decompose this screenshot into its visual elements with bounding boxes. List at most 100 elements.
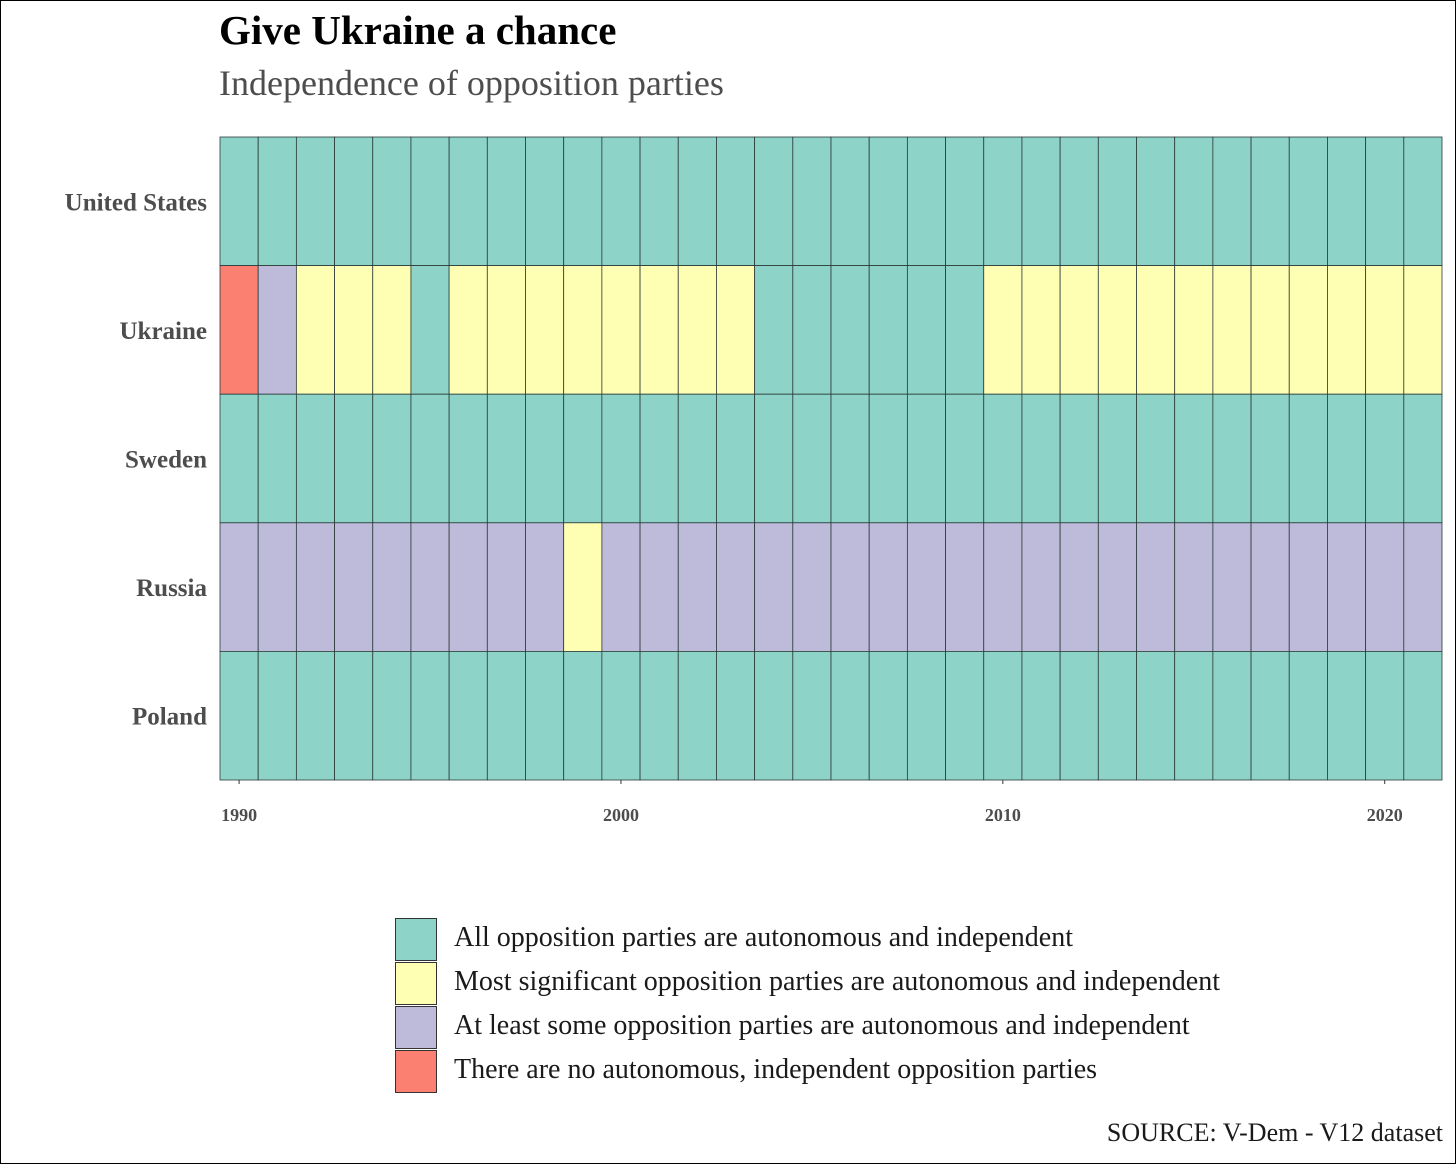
heatmap-cell [1212,265,1252,395]
heatmap-cell [1250,393,1290,524]
heatmap-cell [830,265,870,395]
heatmap-cell [448,393,488,524]
heatmap-cell [639,522,679,652]
heatmap-cell [257,265,297,395]
heatmap-cell [1250,136,1290,267]
heatmap-cell [372,265,412,395]
heatmap-cell [1136,393,1176,524]
heatmap-cell [906,265,946,395]
heatmap-cell [1288,265,1328,395]
heatmap-cell [563,393,603,524]
heatmap-cell [1059,522,1099,652]
heatmap-cell [601,265,641,395]
heatmap-cell [945,136,985,267]
row-label: Russia [136,575,207,602]
heatmap-cell [677,136,717,267]
x-tick-label: 1990 [221,805,257,825]
heatmap-cell [983,651,1023,781]
heatmap-cell [334,393,374,524]
heatmap-cell [639,651,679,781]
heatmap-cell [639,136,679,267]
heatmap-cell [1288,393,1328,524]
heatmap-cell [410,265,450,395]
row-label: Ukraine [120,318,208,345]
heatmap-cell [1174,522,1214,652]
heatmap-cell [334,522,374,652]
heatmap-cell [1403,522,1443,652]
heatmap-cell [1365,393,1405,524]
heatmap-cell [716,522,756,652]
heatmap-cell [1021,522,1061,652]
heatmap-cell [792,136,832,267]
heatmap-cell [525,522,565,652]
heatmap-cell [1288,522,1328,652]
heatmap-cell [1403,651,1443,781]
heatmap-cell [868,265,908,395]
heatmap-cell [1250,522,1290,652]
heatmap-cell [754,651,794,781]
legend-swatch-all [395,918,437,961]
legend-swatch-most [395,962,437,1005]
heatmap-cell [525,393,565,524]
heatmap-cell [1174,136,1214,267]
heatmap-cell [372,136,412,267]
heatmap-cell [1327,651,1367,781]
heatmap-cell [601,393,641,524]
heatmap-cell [1212,651,1252,781]
heatmap-chart: United States Ukraine Sweden Russia Poland 19… [65,136,1443,825]
heatmap-cell [295,522,335,652]
heatmap-cell [563,651,603,781]
heatmap-cell [1212,522,1252,652]
legend-label-none: There are no autonomous, independent opp… [454,1054,1098,1085]
heatmap-cell [219,522,259,652]
heatmap-cell [601,651,641,781]
heatmap-cell [792,522,832,652]
heatmap-cell [983,265,1023,395]
heatmap-cell [601,522,641,652]
heatmap-cell [830,522,870,652]
heatmap-cell [257,393,297,524]
legend-label-most: Most significant opposition parties are … [454,966,1220,997]
heatmap-cell [754,393,794,524]
heatmap-cell [830,651,870,781]
chart-title: Give Ukraine a chance [219,7,617,53]
heatmap-cell [677,393,717,524]
row-label: Poland [132,704,207,731]
heatmap-cell [868,136,908,267]
heatmap-cell [1212,393,1252,524]
heatmap-cell [639,393,679,524]
heatmap-cell [677,651,717,781]
heatmap-cell [1288,136,1328,267]
heatmap-cell [830,136,870,267]
heatmap-cell [1174,393,1214,524]
legend-label-some: At least some opposition parties are aut… [454,1010,1190,1041]
heatmap-cell [1136,651,1176,781]
heatmap-cell [1403,136,1443,267]
heatmap-cell [1097,265,1137,395]
heatmap-cell [372,651,412,781]
heatmap-cell [410,136,450,267]
heatmap-cell [1021,265,1061,395]
heatmap-cell [792,651,832,781]
heatmap-cell [906,136,946,267]
heatmap-cell [1097,393,1137,524]
heatmap-cell [1327,136,1367,267]
heatmap-cell [1403,393,1443,524]
heatmap-cell [410,393,450,524]
heatmap-cell [868,522,908,652]
heatmap-cell [219,136,259,267]
heatmap-cell [334,265,374,395]
heatmap-cell [448,265,488,395]
heatmap-cell [754,136,794,267]
heatmap-cell [334,651,374,781]
heatmap-cell [1021,651,1061,781]
heatmap-cell [1136,522,1176,652]
heatmap-cell [295,651,335,781]
legend-label-all: All opposition parties are autonomous an… [454,922,1073,953]
heatmap-cell [448,136,488,267]
heatmap-cell [716,265,756,395]
row-label: Sweden [125,447,207,474]
heatmap-cell [486,265,526,395]
heatmap-cell [1059,136,1099,267]
heatmap-cell [372,393,412,524]
